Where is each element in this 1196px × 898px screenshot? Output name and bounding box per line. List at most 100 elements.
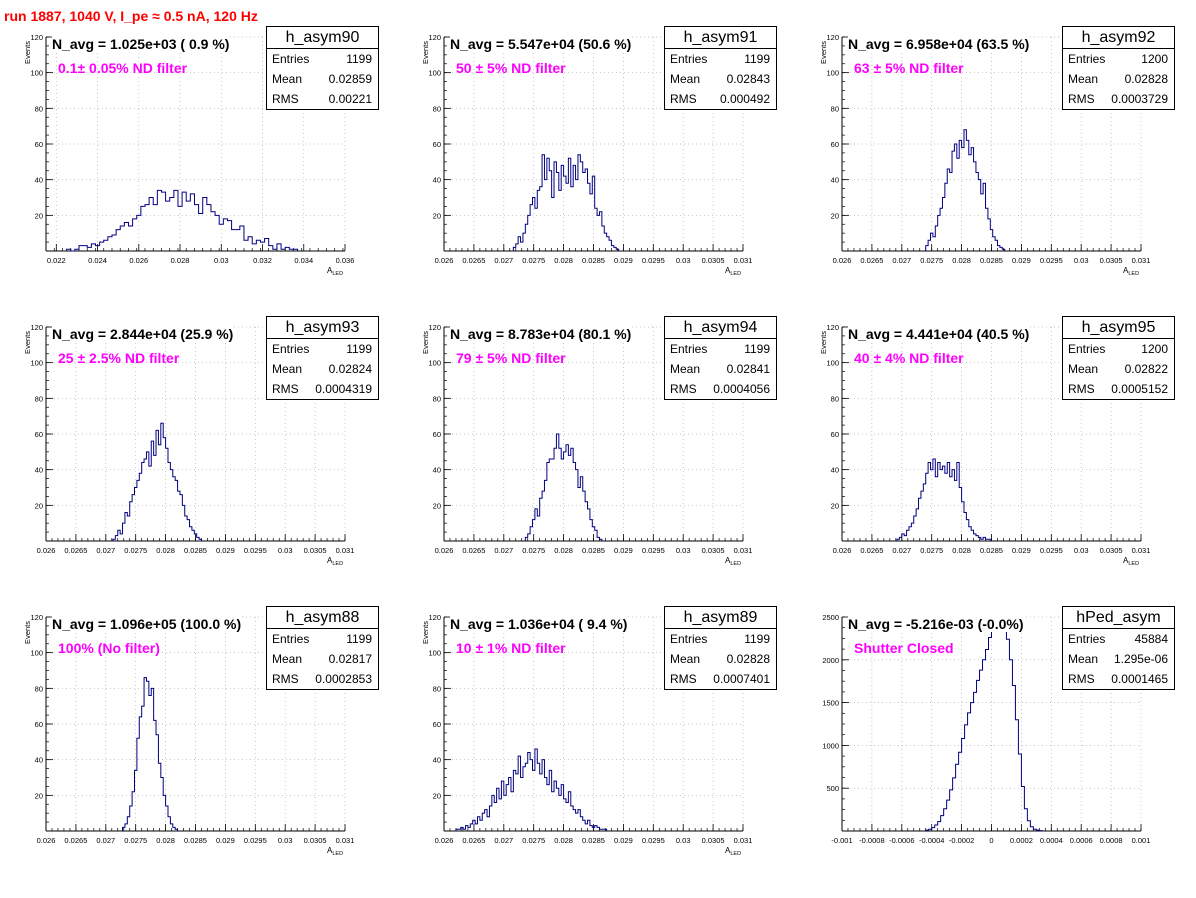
y-tick-label: 40	[831, 176, 839, 185]
stats-box: h_asym91 Entries 1199 Mean 0.02843 RMS 0.00049…	[664, 26, 777, 110]
stats-row-entries: Entries 1199	[267, 339, 378, 359]
x-tick-label: 0.029	[1012, 546, 1031, 555]
y-tick-label: 2000	[822, 656, 839, 665]
y-tick-label: 40	[433, 176, 441, 185]
filter-label: 25 ± 2.5% ND filter	[58, 350, 180, 366]
y-tick-label: 20	[433, 211, 441, 220]
x-axis-label-subscript: LED	[730, 851, 741, 857]
y-tick-label: 120	[428, 33, 441, 42]
stats-value-rms: 0.0002853	[315, 672, 372, 686]
x-tick-label: 0.0275	[522, 256, 545, 265]
x-tick-label: 0.0305	[702, 836, 725, 845]
histogram-pad-h_asym90: 0.022 0.024 0.026 0.028 0.03 0.032 0.034 0.036 2…	[0, 26, 398, 318]
x-tick-label: 0.03	[676, 256, 691, 265]
stats-row-entries: Entries 1199	[665, 629, 776, 649]
n-avg-header: N_avg = 6.958e+04 (63.5 %)	[848, 36, 1030, 52]
n-avg-header: N_avg = 2.844e+04 (25.9 %)	[52, 326, 234, 342]
x-tick-label: 0.029	[614, 256, 633, 265]
histogram-line	[112, 422, 202, 541]
y-tick-label: 80	[433, 394, 441, 403]
stats-key-entries: Entries	[1068, 632, 1106, 646]
y-tick-label: 100	[428, 649, 441, 658]
y-axis-label: Events	[23, 331, 32, 354]
y-tick-label: 500	[826, 784, 839, 793]
x-tick-label: 0.0305	[304, 546, 327, 555]
y-tick-label: 100	[428, 359, 441, 368]
stats-row-rms: RMS 0.0007401	[665, 669, 776, 689]
stats-key-rms: RMS	[272, 672, 299, 686]
x-tick-label: 0.028	[554, 836, 573, 845]
n-avg-header: N_avg = 4.441e+04 (40.5 %)	[848, 326, 1030, 342]
x-tick-label: -0.0008	[859, 836, 884, 845]
stats-row-rms: RMS 0.0004319	[267, 379, 378, 399]
x-tick-label: 0.03	[278, 546, 293, 555]
x-tick-label: 0.0265	[64, 836, 87, 845]
run-title: run 1887, 1040 V, I_pe ≈ 0.5 nA, 120 Hz	[4, 8, 258, 24]
stats-row-mean: Mean 0.02859	[267, 69, 378, 89]
y-tick-label: 80	[35, 394, 43, 403]
y-tick-label: 40	[433, 466, 441, 475]
stats-value-entries: 1199	[744, 52, 770, 66]
x-tick-label: 0.0265	[462, 546, 485, 555]
stats-title: h_asym91	[665, 27, 776, 49]
x-axis-label-subscript: LED	[1128, 271, 1139, 277]
x-tick-label: 0.027	[96, 546, 115, 555]
x-tick-label: 0.0275	[124, 546, 147, 555]
histogram-plot: 0.026 0.0265 0.027 0.0275 0.028 0.0285 0.029 0.…	[819, 33, 1150, 277]
histogram-line	[925, 616, 1043, 832]
y-tick-label: 100	[30, 649, 43, 658]
x-axis-label: ALED	[1123, 266, 1139, 277]
x-tick-label: 0.032	[253, 256, 272, 265]
y-axis-label: Events	[421, 41, 430, 64]
x-tick-label: -0.001	[831, 836, 852, 845]
stats-key-mean: Mean	[670, 72, 701, 86]
stats-box: h_asym92 Entries 1200 Mean 0.02828 RMS 0.00037…	[1062, 26, 1175, 110]
stats-value-entries: 1199	[346, 52, 372, 66]
y-tick-label: 60	[831, 140, 839, 149]
stats-row-rms: RMS 0.000492	[665, 89, 776, 109]
x-tick-label: 0.0295	[642, 546, 665, 555]
stats-key-entries: Entries	[670, 52, 708, 66]
stats-key-entries: Entries	[272, 52, 310, 66]
x-tick-label: 0.0295	[642, 256, 665, 265]
stats-value-entries: 1199	[346, 342, 372, 356]
x-axis-label-subscript: LED	[1128, 561, 1139, 567]
y-tick-label: 80	[831, 394, 839, 403]
y-axis-label: Events	[819, 331, 828, 354]
x-tick-label: 0.029	[614, 836, 633, 845]
x-tick-label: 0.0006	[1070, 836, 1093, 845]
stats-value-rms: 0.0007401	[713, 672, 770, 686]
y-tick-label: 60	[433, 140, 441, 149]
stats-row-mean: Mean 0.02828	[665, 649, 776, 669]
stats-row-entries: Entries 1199	[267, 629, 378, 649]
stats-key-entries: Entries	[272, 632, 310, 646]
stats-row-mean: Mean 0.02824	[267, 359, 378, 379]
histogram-pad-hPed_asym: -0.001 -0.0008 -0.0006 -0.0004 -0.0002 0 0.000…	[796, 606, 1194, 898]
x-tick-label: 0.0305	[1100, 256, 1123, 265]
y-tick-label: 20	[35, 211, 43, 220]
stats-value-mean: 0.02859	[328, 72, 372, 86]
x-tick-label: 0.03	[1074, 256, 1089, 265]
stats-row-entries: Entries 1200	[1063, 339, 1174, 359]
stats-value-entries: 1199	[744, 342, 770, 356]
histogram-pad-h_asym92: 0.026 0.0265 0.027 0.0275 0.028 0.0285 0.029 0.…	[796, 26, 1194, 318]
y-tick-label: 100	[30, 359, 43, 368]
stats-box: h_asym93 Entries 1199 Mean 0.02824 RMS 0.00043…	[266, 316, 379, 400]
histogram-pad-h_asym94: 0.026 0.0265 0.027 0.0275 0.028 0.0285 0.029 0.…	[398, 316, 796, 608]
stats-row-entries: Entries 1199	[665, 339, 776, 359]
histogram-plot: 0.026 0.0265 0.027 0.0275 0.028 0.0285 0.029 0.…	[819, 323, 1150, 567]
stats-key-entries: Entries	[1068, 342, 1106, 356]
x-tick-label: 0.0008	[1100, 836, 1123, 845]
histogram-pad-h_asym91: 0.026 0.0265 0.027 0.0275 0.028 0.0285 0.029 0.…	[398, 26, 796, 318]
stats-key-entries: Entries	[670, 632, 708, 646]
y-tick-label: 120	[826, 33, 839, 42]
x-tick-label: 0.0285	[184, 836, 207, 845]
stats-key-mean: Mean	[1068, 72, 1099, 86]
histogram-plot: -0.001 -0.0008 -0.0006 -0.0004 -0.0002 0 0.000…	[822, 613, 1150, 845]
x-tick-label: 0.026	[435, 836, 454, 845]
stats-key-mean: Mean	[272, 362, 303, 376]
histogram-plot: 0.022 0.024 0.026 0.028 0.03 0.032 0.034 0.036 2…	[23, 33, 354, 277]
y-tick-label: 80	[433, 684, 441, 693]
y-tick-label: 100	[30, 69, 43, 78]
x-tick-label: 0.029	[1012, 256, 1031, 265]
